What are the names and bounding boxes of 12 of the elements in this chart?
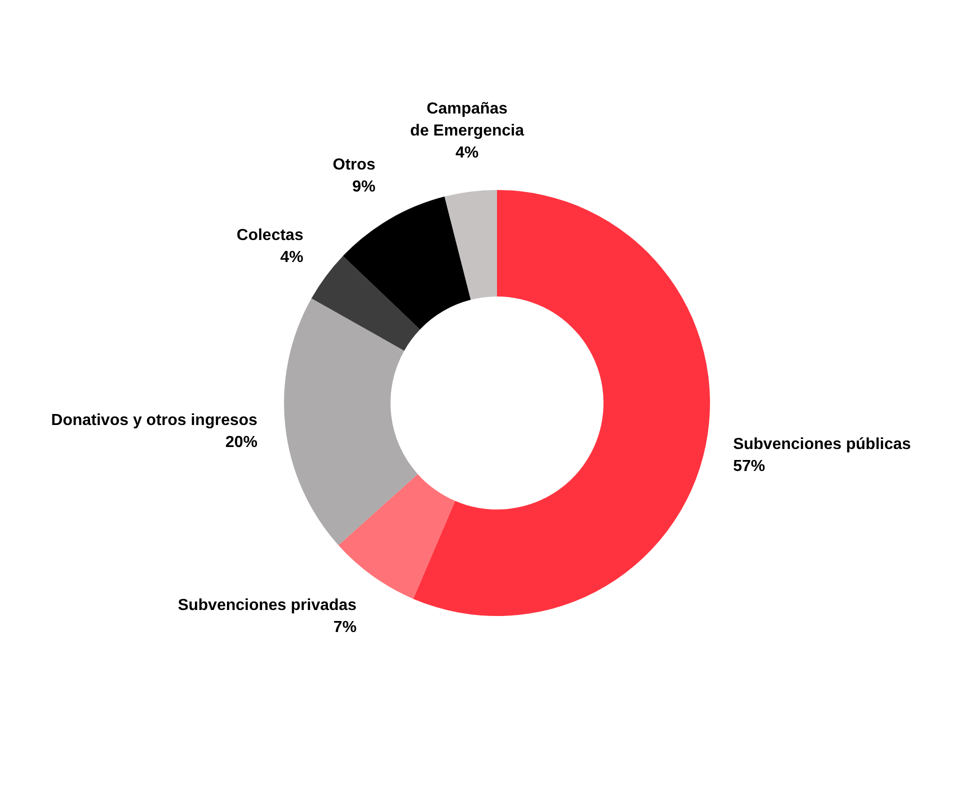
data-label: 7% <box>333 619 357 636</box>
slice-label: Colectas <box>236 226 304 244</box>
slice-label: Subvenciones privadas <box>178 597 357 614</box>
data-label: 57% <box>733 458 766 476</box>
data-label: 9% <box>352 178 376 196</box>
slice-label: Subvenciones públicas <box>733 436 912 454</box>
data-label: 20% <box>225 434 258 451</box>
data-label: 4% <box>280 248 304 266</box>
slice-label: Donativos y otros ingresos <box>51 412 258 429</box>
slice-label: Otros <box>332 156 376 174</box>
data-label: 4% <box>456 144 479 162</box>
slice-label: Campañas de Emergencia <box>410 100 524 140</box>
